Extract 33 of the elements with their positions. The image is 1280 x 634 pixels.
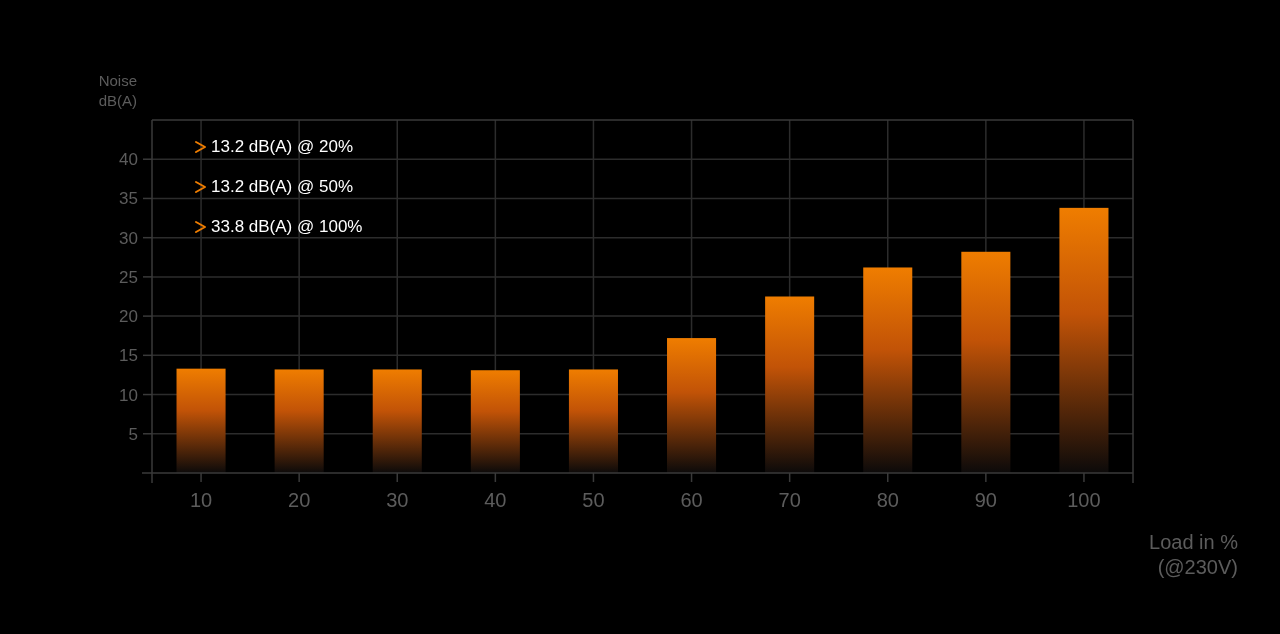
y-axis-title: Noise dB(A) xyxy=(98,72,137,109)
x-tick-label: 20 xyxy=(288,489,311,511)
x-tick-label: 70 xyxy=(778,489,801,511)
x-tick-label: 10 xyxy=(189,489,213,511)
annotation: 33.8 dB(A) @ 100% xyxy=(211,217,363,236)
bar xyxy=(765,296,815,473)
annotation: 13.2 dB(A) @ 50% xyxy=(211,177,353,196)
bar xyxy=(274,369,324,473)
bar xyxy=(863,267,913,473)
x-axis-title: Load in % (@230V) xyxy=(1149,531,1239,578)
bar xyxy=(1059,207,1109,473)
bar xyxy=(470,370,520,473)
bar xyxy=(176,368,226,473)
y-tick-label: 15 xyxy=(119,346,138,366)
x-tick-label: 30 xyxy=(386,489,409,511)
y-tick-label: 35 xyxy=(119,189,138,209)
x-tick-label: 80 xyxy=(876,489,899,511)
x-tick-label: 60 xyxy=(680,489,703,511)
y-tick-label: 30 xyxy=(119,228,138,248)
y-tick-label: 10 xyxy=(119,385,138,405)
x-tick-label: 100 xyxy=(1067,489,1101,511)
x-tick-label: 50 xyxy=(582,489,605,511)
x-tick-label: 40 xyxy=(484,489,507,511)
bar xyxy=(372,369,422,473)
y-tick-label: 5 xyxy=(128,424,138,444)
y-tick-label: 25 xyxy=(119,267,138,287)
bar xyxy=(667,338,717,473)
annotation: 13.2 dB(A) @ 20% xyxy=(211,137,353,156)
bar xyxy=(568,369,618,473)
bar xyxy=(961,251,1011,473)
x-tick-label: 90 xyxy=(974,489,997,511)
y-tick-label: 20 xyxy=(119,307,138,327)
y-tick-label: 40 xyxy=(119,150,138,170)
